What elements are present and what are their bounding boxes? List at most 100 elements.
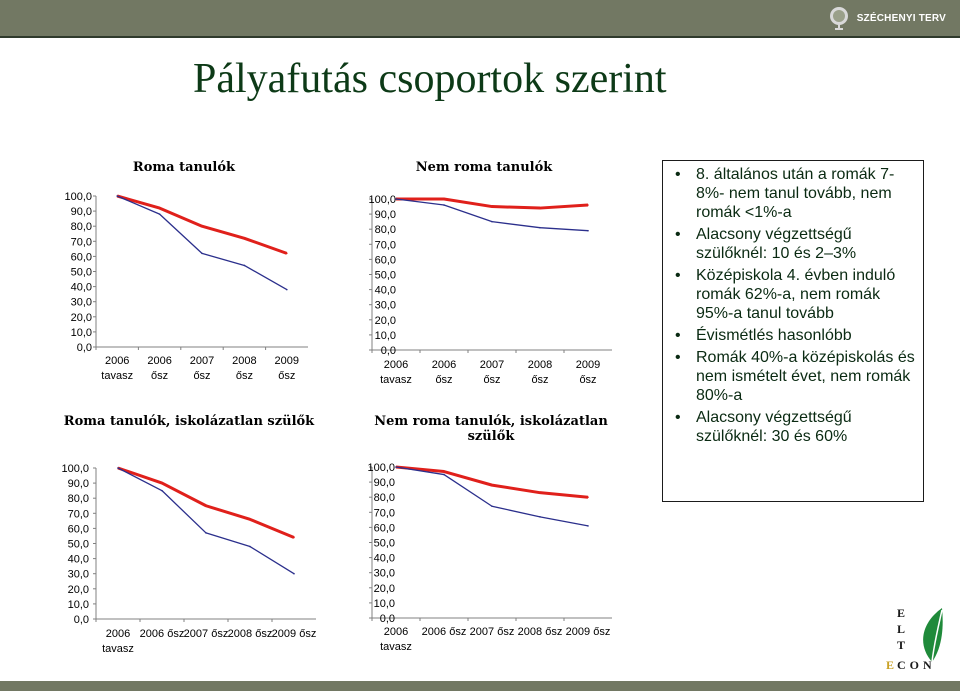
y-tick-label: 80,0 xyxy=(71,221,92,233)
x-tick-label: 2009 xyxy=(275,355,299,367)
data-point xyxy=(443,473,445,476)
x-tick-label: ősz xyxy=(483,374,500,386)
x-tick-label: 2007 xyxy=(480,359,504,371)
series-line-blue xyxy=(395,198,589,232)
y-tick-label: 60,0 xyxy=(375,254,396,266)
data-point xyxy=(539,207,541,209)
data-point xyxy=(539,226,541,229)
y-tick-label: 10,0 xyxy=(71,327,92,339)
x-tick-label: tavasz xyxy=(380,374,412,386)
x-tick-label: 2008 ősz xyxy=(228,628,273,640)
data-point xyxy=(249,518,251,521)
y-tick-label: 40,0 xyxy=(375,285,396,297)
data-point xyxy=(491,220,493,223)
bullet-list: • 8. általános után a romák 7-8%- nem tan… xyxy=(671,165,919,446)
y-tick-label: 80,0 xyxy=(68,493,89,505)
y-tick-label: 70,0 xyxy=(375,239,396,251)
logo-letter: E xyxy=(886,658,895,672)
bullet-text: Alacsony végzettségű szülőknél: 10 és 2–… xyxy=(696,226,857,262)
y-tick-label: 60,0 xyxy=(68,523,89,535)
bullet-item: • Romák 40%-a középiskolás és nem ismétel… xyxy=(671,348,919,405)
bullet-text: Évismétlés hasonlóbb xyxy=(696,327,852,344)
y-tick-label: 100,0 xyxy=(367,462,395,474)
bullet-item: • Középiskola 4. évben induló romák 62%-a… xyxy=(671,266,919,323)
logo-letter: L xyxy=(896,622,905,636)
data-point xyxy=(443,204,445,206)
szechenyi-terv-label: SZÉCHENYI TERV xyxy=(856,12,946,24)
y-tick-label: 80,0 xyxy=(375,224,396,236)
series-line-red xyxy=(117,466,295,539)
bullet-dot-icon: • xyxy=(675,267,681,284)
series-line-blue xyxy=(117,467,295,575)
x-tick-label: 2008 ősz xyxy=(518,626,563,638)
y-tick-label: 0,0 xyxy=(77,342,92,354)
data-point xyxy=(201,225,203,227)
data-point xyxy=(161,482,163,484)
header-divider xyxy=(0,36,960,38)
y-tick-label: 40,0 xyxy=(71,282,92,294)
chart-title-roma-iskolazatlan: Roma tanulók, iskolázatlan szülők xyxy=(63,414,315,429)
x-tick-label: tavasz xyxy=(101,370,133,382)
y-tick-label: 70,0 xyxy=(68,508,89,520)
x-tick-label: 2006 xyxy=(384,626,408,638)
data-point xyxy=(443,198,445,200)
data-point xyxy=(539,516,541,518)
data-point xyxy=(243,264,246,267)
data-point xyxy=(539,491,541,494)
bullet-dot-icon: • xyxy=(675,409,681,426)
data-point xyxy=(395,198,397,200)
bullet-dot-icon: • xyxy=(675,166,681,183)
bottom-bar xyxy=(0,681,960,691)
y-tick-label: 100,0 xyxy=(368,194,396,206)
charts-panel: Roma tanulók Nem roma tanulók Roma tanul… xyxy=(34,157,626,662)
y-tick-label: 90,0 xyxy=(374,477,395,489)
eltecon-logo: E L T E CON xyxy=(886,606,952,676)
data-point xyxy=(117,467,119,469)
y-tick-label: 90,0 xyxy=(375,209,396,221)
x-tick-label: ősz xyxy=(236,370,253,382)
x-tick-label: 2006 xyxy=(384,359,408,371)
chart-title-roma: Roma tanulók xyxy=(132,160,236,175)
bullet-item: • 8. általános után a romák 7-8%- nem tan… xyxy=(671,165,919,222)
bullet-text: Alacsony végzettségű szülőknél: 30 és 60… xyxy=(696,409,852,445)
y-tick-label: 100,0 xyxy=(64,191,92,203)
x-tick-label: 2007 xyxy=(190,355,214,367)
x-tick-label: ősz xyxy=(435,374,452,386)
data-point xyxy=(293,536,295,539)
y-tick-label: 100,0 xyxy=(61,463,89,475)
bullet-text: Középiskola 4. évben induló romák 62%-a,… xyxy=(696,267,896,322)
data-point xyxy=(161,489,163,492)
y-tick-label: 20,0 xyxy=(375,315,396,327)
x-tick-label: 2007 ősz xyxy=(470,626,515,638)
bullet-item: • Alacsony végzettségű szülőknél: 30 és 6… xyxy=(671,408,919,446)
y-tick-label: 70,0 xyxy=(71,236,92,248)
x-tick-label: 2008 xyxy=(528,359,552,371)
bullet-dot-icon: • xyxy=(675,349,681,366)
y-tick-label: 10,0 xyxy=(375,330,396,342)
y-tick-label: 90,0 xyxy=(68,478,89,490)
y-tick-label: 40,0 xyxy=(68,554,89,566)
x-tick-label: 2006 xyxy=(105,355,129,367)
eltecon-logo-letters: E L T xyxy=(886,606,916,654)
leaf-icon xyxy=(923,608,943,663)
data-point xyxy=(395,466,397,468)
data-point xyxy=(293,572,295,575)
data-point xyxy=(286,288,288,291)
x-tick-label: 2006 xyxy=(147,355,171,367)
x-tick-label: tavasz xyxy=(380,641,412,653)
x-tick-label: 2006 xyxy=(432,359,456,371)
x-tick-label: 2006 xyxy=(106,628,130,640)
y-tick-label: 10,0 xyxy=(68,599,89,611)
y-tick-label: 0,0 xyxy=(74,614,89,626)
eltecon-logo-bottom: E CON xyxy=(886,658,936,673)
data-point xyxy=(205,532,207,534)
data-point xyxy=(158,207,161,209)
bullet-item: • Évismétlés hasonlóbb xyxy=(671,326,919,345)
y-tick-label: 20,0 xyxy=(374,583,395,595)
chart-title-nem-roma: Nem roma tanulók xyxy=(415,160,553,175)
bullet-dot-icon: • xyxy=(675,327,681,344)
szechenyi-terv-logo-icon xyxy=(829,7,848,30)
y-tick-label: 30,0 xyxy=(68,569,89,581)
y-tick-label: 0,0 xyxy=(381,345,396,357)
data-point xyxy=(491,205,493,208)
